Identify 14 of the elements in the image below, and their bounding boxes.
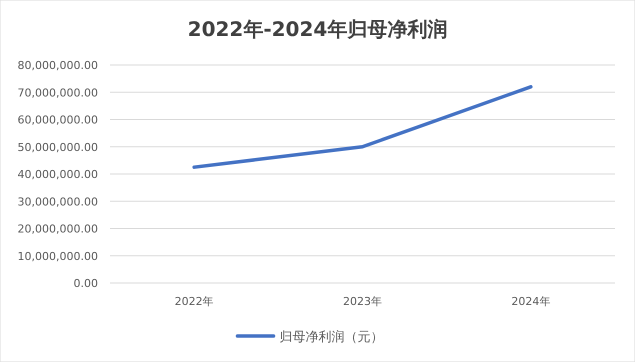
y-tick-label: 80,000,000.00 — [18, 59, 98, 72]
y-tick-label: 10,000,000.00 — [18, 250, 98, 263]
x-tick-label: 2022年 — [174, 295, 214, 308]
y-tick-label: 30,000,000.00 — [18, 195, 98, 208]
x-tick-label: 2023年 — [343, 295, 382, 308]
y-tick-label: 0.00 — [74, 277, 98, 290]
legend-label: 归母净利润（元） — [280, 330, 384, 345]
y-tick-label: 50,000,000.00 — [18, 140, 98, 154]
chart-title: 2022年-2024年归母净利润 — [188, 17, 448, 41]
y-tick-label: 70,000,000.00 — [18, 86, 98, 100]
y-tick-label: 20,000,000.00 — [18, 222, 98, 236]
x-tick-label: 2024年 — [511, 295, 550, 308]
y-tick-label: 60,000,000.00 — [18, 114, 98, 126]
y-tick-label: 40,000,000.00 — [18, 168, 98, 181]
